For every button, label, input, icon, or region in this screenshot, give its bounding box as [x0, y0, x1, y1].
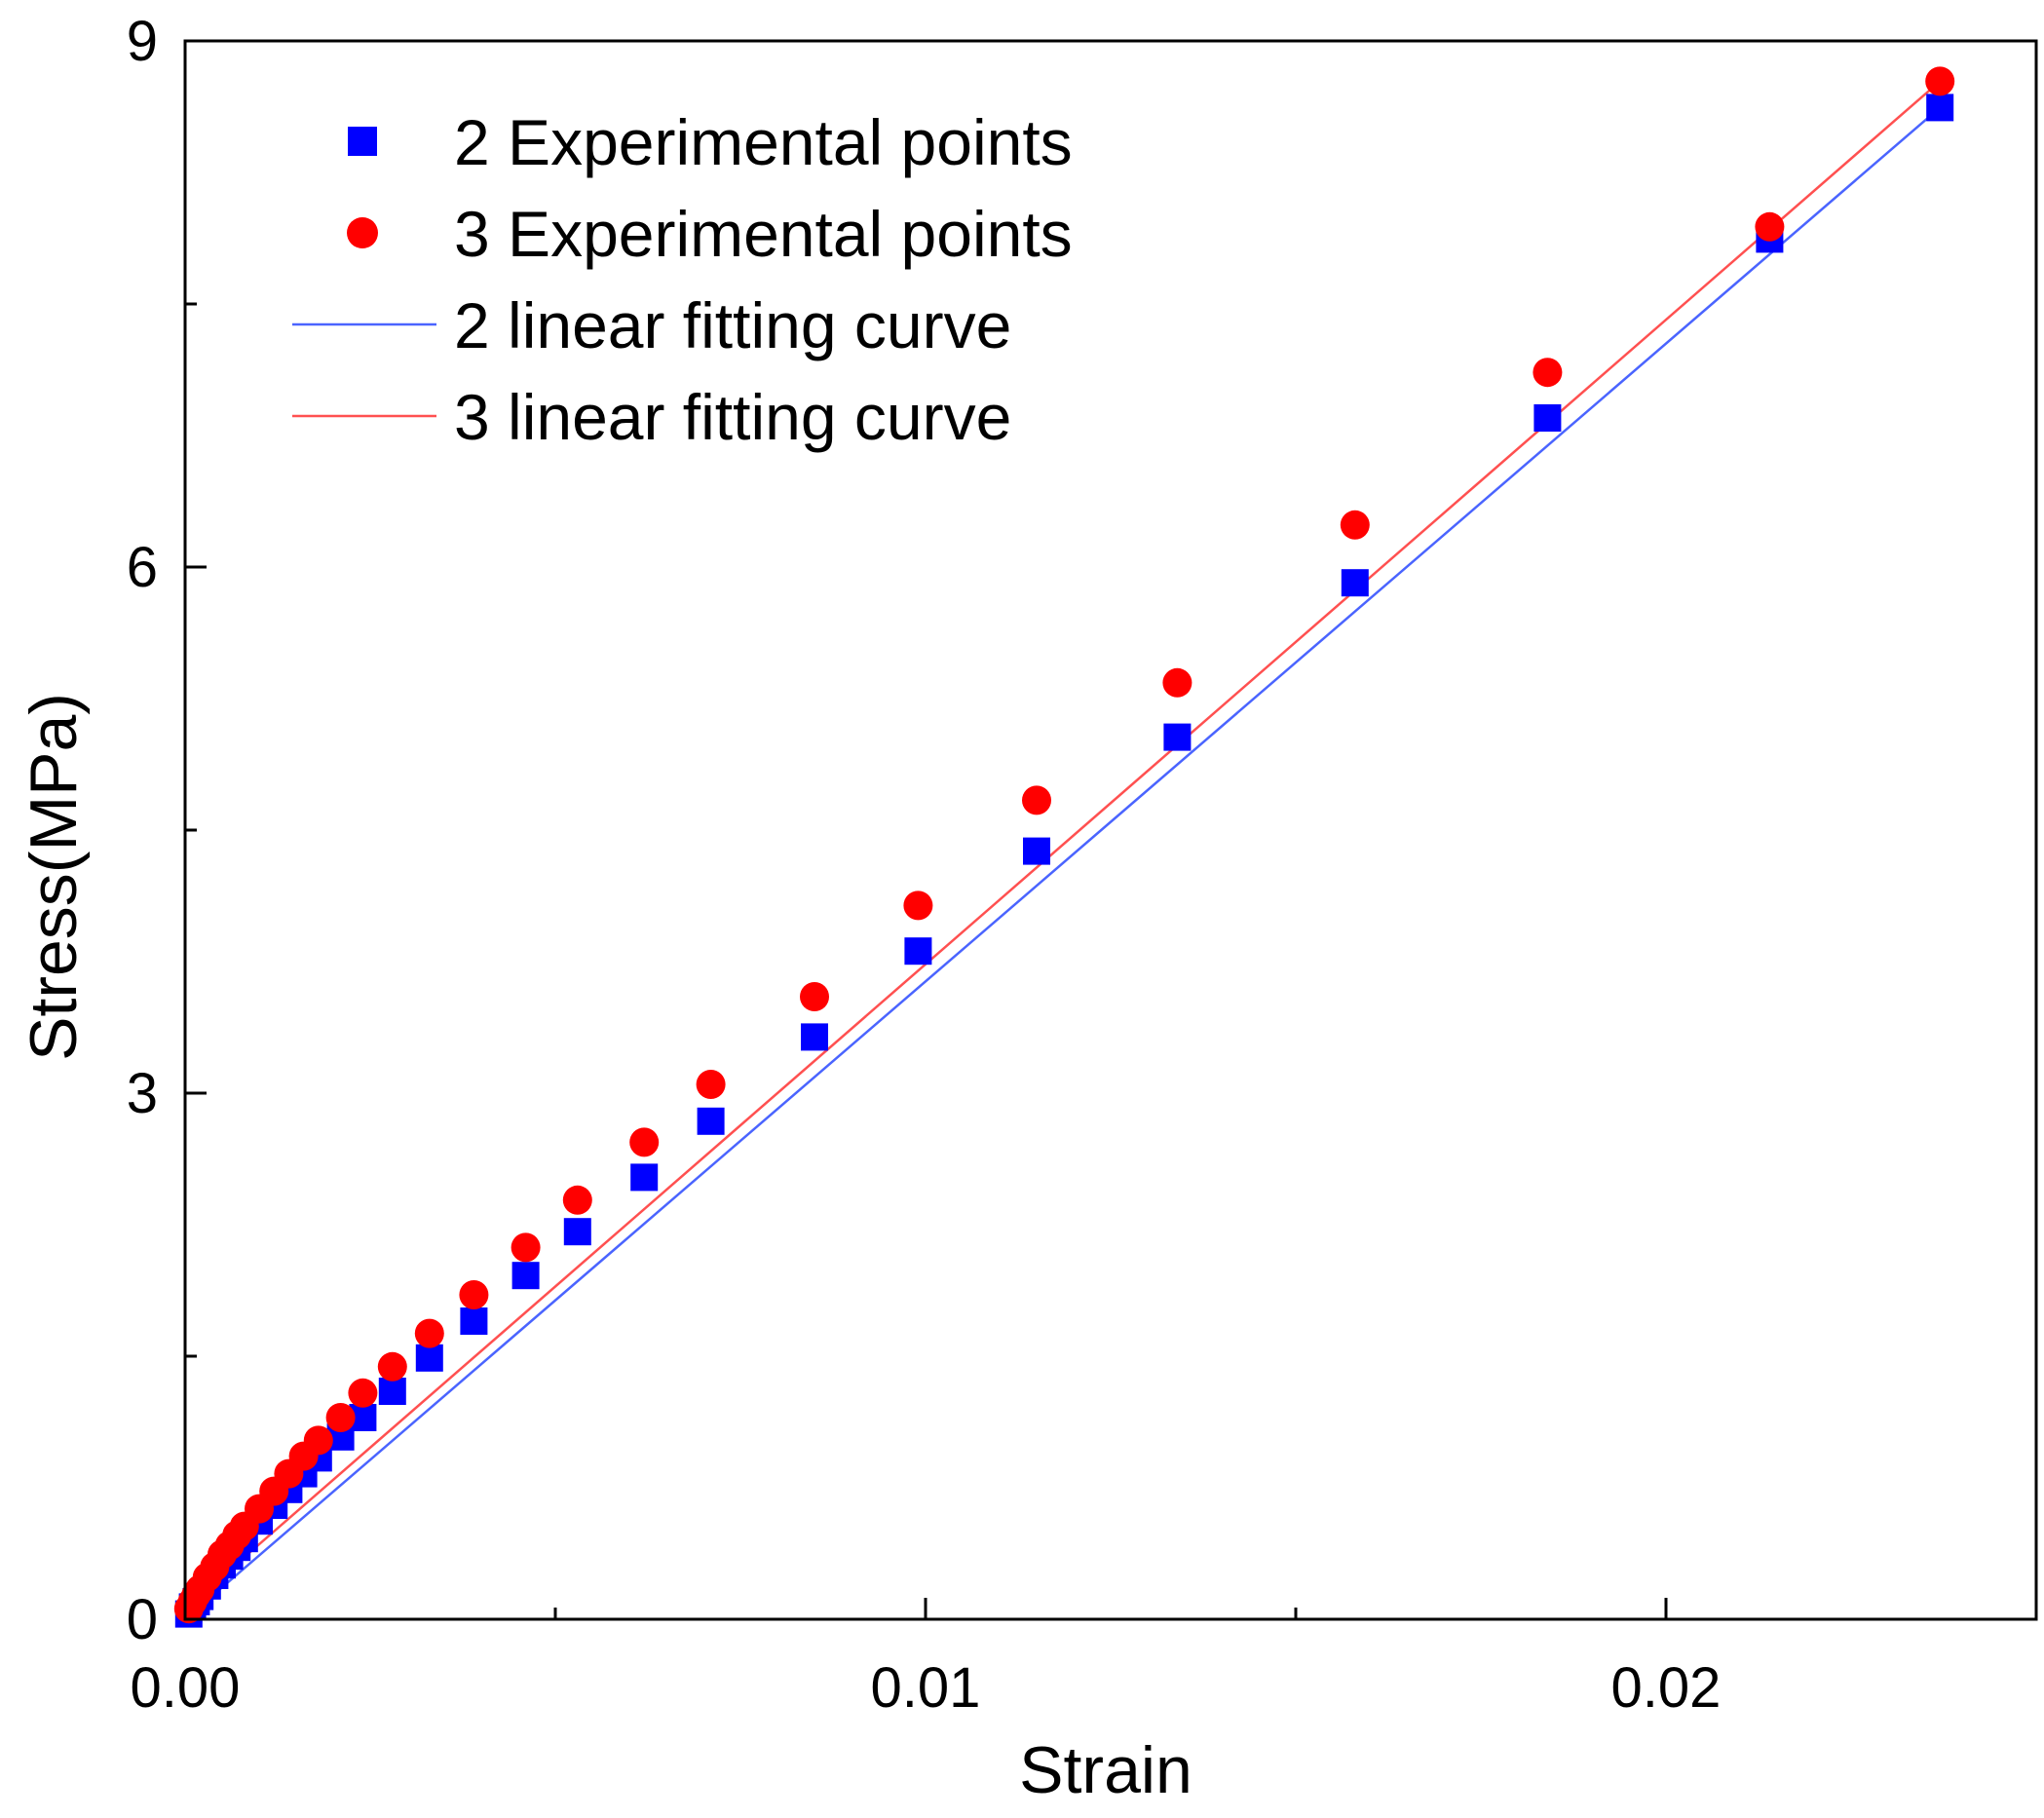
legend-marker-square: [348, 127, 377, 156]
series-1-point: [377, 1351, 407, 1382]
series-0-point: [1926, 94, 1954, 122]
x-tick-label-2: 0.02: [1611, 1656, 1722, 1720]
series-1-point: [414, 1318, 444, 1348]
series-1-point: [562, 1185, 592, 1215]
series-1-point: [325, 1403, 356, 1432]
series-0-point: [378, 1378, 406, 1405]
series-0-point: [1533, 404, 1562, 432]
axes: 0.00 0.01 0.02 0 3 6 9: [127, 10, 2038, 1720]
plot-frame: [183, 39, 2038, 1621]
series-0-point: [415, 1344, 443, 1372]
series-line-2: [184, 106, 1942, 1620]
series-1-point: [348, 1378, 378, 1408]
series-1-point: [1022, 785, 1051, 815]
x-tick-label-0: 0.00: [131, 1656, 241, 1720]
y-axis-title: Stress(MPa): [17, 693, 91, 1061]
series-0-point: [801, 1023, 828, 1051]
series-0-point: [1163, 723, 1192, 751]
series-0-point: [697, 1107, 725, 1135]
series-0-point: [563, 1218, 591, 1246]
legend-marker-circle: [347, 217, 378, 248]
series-0-point: [1341, 569, 1369, 597]
y-tick-label-1: 3: [127, 1062, 158, 1125]
series-0-point: [630, 1163, 659, 1192]
legend-label-3: 3 linear fitting curve: [454, 381, 1011, 453]
series-0-point: [460, 1307, 488, 1335]
series-1-point: [1340, 510, 1370, 540]
y-tick-label-2: 6: [127, 536, 158, 599]
x-axis-title: Strain: [1019, 1733, 1192, 1807]
plot-area: [173, 66, 1955, 1628]
series-1-point: [1533, 358, 1563, 388]
series-1-point: [511, 1232, 541, 1263]
series-1-point: [1162, 667, 1192, 698]
series-1-point: [629, 1127, 660, 1157]
series-1-point: [696, 1070, 726, 1099]
series-0-point: [1023, 837, 1050, 865]
series-1-point: [1925, 66, 1955, 96]
legend-label-0: 2 Experimental points: [454, 106, 1073, 178]
series-0-point: [904, 937, 932, 966]
x-tick-label-1: 0.01: [871, 1656, 981, 1720]
y-tick-label-0: 0: [127, 1588, 158, 1651]
y-tick-label-3: 9: [127, 10, 158, 73]
series-1-point: [303, 1425, 333, 1456]
series-1-point: [1755, 211, 1785, 242]
series-1-point: [903, 890, 933, 921]
series-1-point: [459, 1280, 489, 1309]
legend-label-1: 3 Experimental points: [454, 198, 1073, 270]
legend-label-2: 2 linear fitting curve: [454, 289, 1011, 361]
series-line-3: [184, 80, 1942, 1610]
legend: 2 Experimental points 3 Experimental poin…: [292, 106, 1073, 453]
series-1-point: [800, 982, 829, 1011]
series-0-point: [511, 1262, 540, 1290]
